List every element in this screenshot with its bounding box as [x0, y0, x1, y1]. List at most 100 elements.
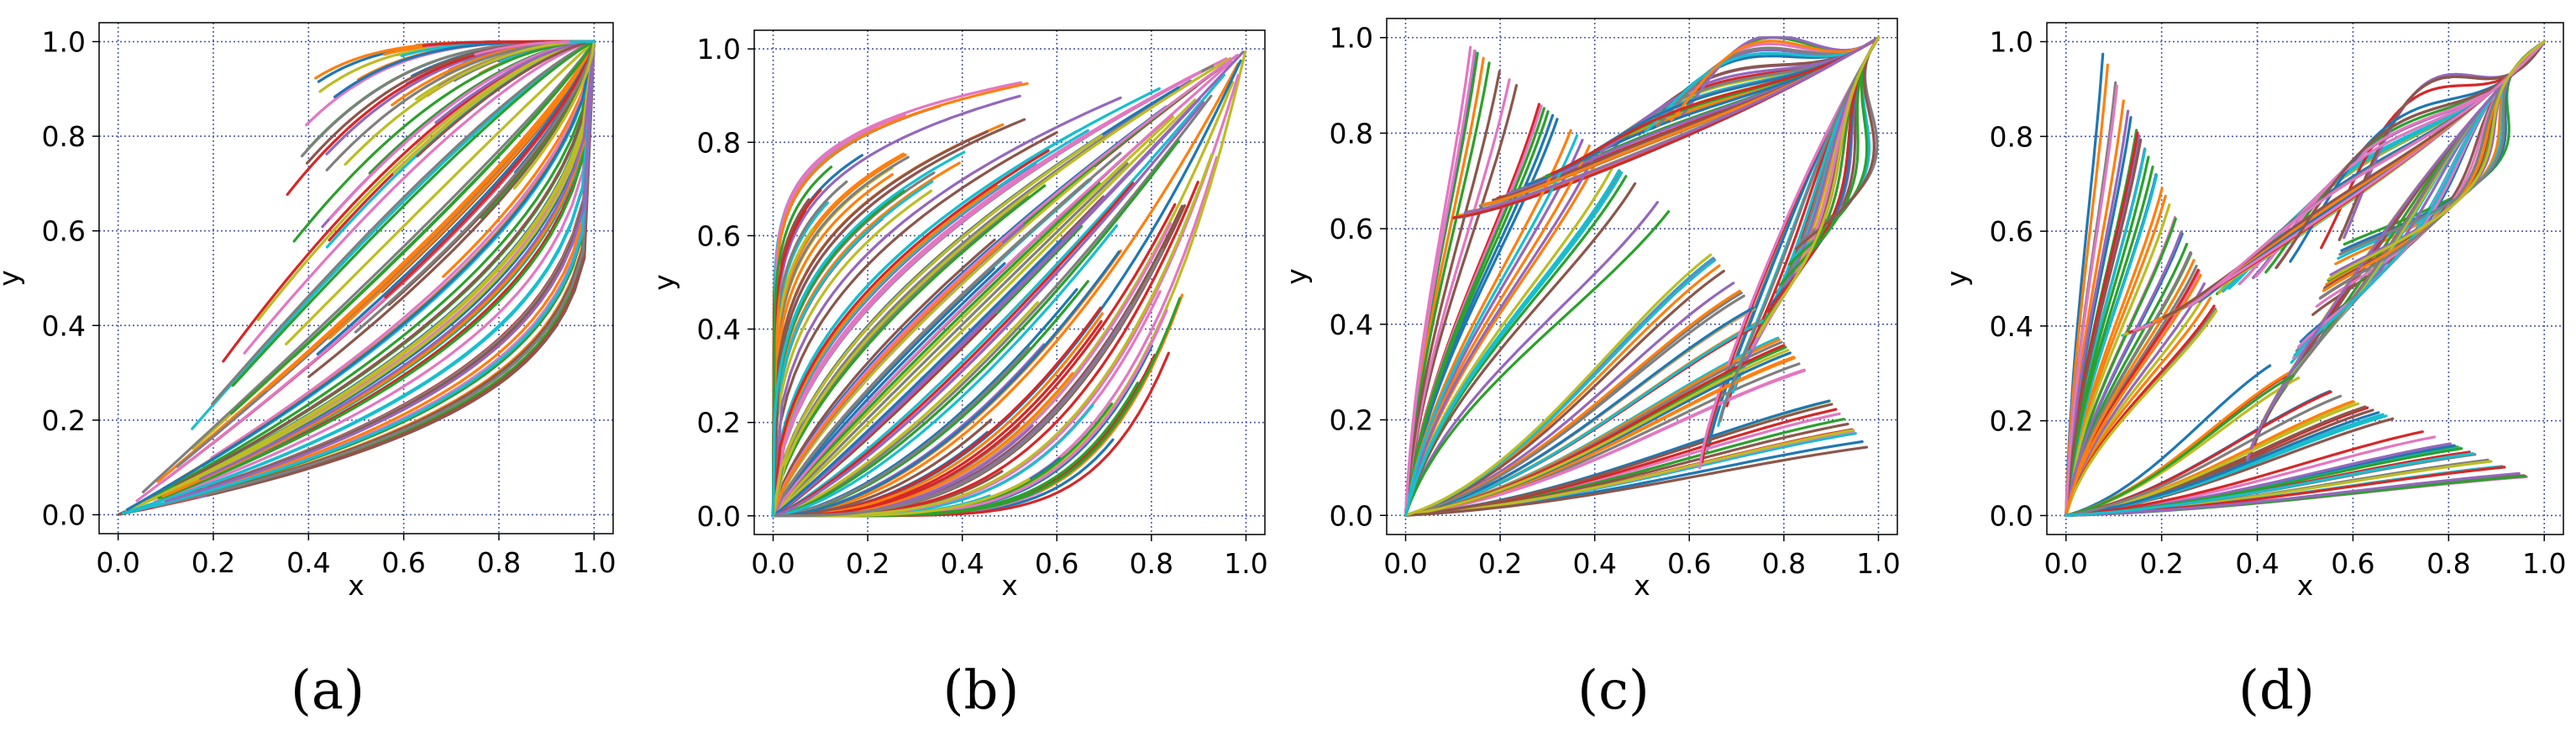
trajectory-line-b [771, 96, 1122, 518]
trajectory-line-b [771, 73, 1225, 518]
trajectory-line-b [771, 238, 996, 518]
trajectory-line-b [771, 97, 1166, 518]
trajectory-line-b [771, 149, 1050, 518]
trajectory-line-c [1644, 36, 1881, 134]
trajectory-line-a [124, 39, 595, 514]
trajectory-line-b [771, 113, 906, 518]
x-tick-label-a: 0.6 [381, 546, 425, 579]
trajectory-line-b [771, 262, 1006, 518]
x-tick-label-b: 0.0 [751, 547, 795, 580]
trajectory-line-a [164, 39, 595, 503]
trajectory-line-d [2064, 411, 2380, 517]
trajectory-line-b [771, 140, 1180, 518]
trajectory-line-c [1778, 36, 1881, 287]
y-tick-label-c: 0.6 [1330, 213, 1373, 245]
plot-frame-c [1386, 18, 1898, 535]
x-tick-label-b: 0.2 [846, 547, 889, 580]
trajectory-line-b [771, 101, 1205, 518]
trajectory-line-a [126, 39, 595, 511]
trajectory-line-b [771, 134, 1104, 518]
trajectory-line-a [285, 39, 595, 345]
y-tick-label-b: 0.2 [697, 407, 741, 440]
trajectory-line-d [2064, 430, 2424, 517]
trajectory-line-c [1403, 210, 1671, 517]
x-tick-label-a: 0.4 [286, 546, 330, 579]
trajectory-line-a [243, 39, 595, 355]
trajectory-line-b [771, 98, 1197, 518]
trajectory-line-a [156, 39, 595, 483]
x-tick-label-a: 0.0 [96, 546, 139, 579]
trajectory-line-a [206, 39, 595, 498]
trajectory-line-a [211, 39, 595, 406]
trajectory-line-c [1599, 36, 1881, 153]
trajectory-line-c [1403, 253, 1713, 517]
trajectory-line-a [121, 39, 595, 515]
trajectory-line-c [1403, 306, 1755, 517]
y-tick-label-c: 1.0 [1330, 22, 1373, 55]
trajectories-b [771, 50, 1247, 518]
y-axis-label-c: y [1280, 268, 1313, 285]
trajectory-line-b [771, 81, 1023, 518]
trajectory-line-b [771, 162, 1129, 518]
trajectory-line-d [2064, 203, 2171, 517]
trajectory-line-c [1403, 429, 1855, 517]
grid-lines-a [99, 23, 613, 534]
trajectory-line-b [771, 267, 995, 518]
y-axis-label-a: y [0, 270, 25, 287]
caption-c: (c) [1577, 660, 1650, 722]
y-tick-label-a: 0.4 [42, 309, 86, 342]
trajectory-line-a [152, 39, 595, 508]
ticks-a: 0.0 0.2 0.4 0.6 0.8 1.0 0.0 0.2 0.4 0.6 0.8 1.0 [42, 26, 616, 579]
trajectory-line-b [771, 56, 1232, 518]
x-tick-label-c: 0.6 [1667, 547, 1711, 580]
panel-c: 0.0 0.2 0.4 0.6 0.8 1.0 0.0 0.2 0.4 0.6 0.8 1.0 x y… [1280, 18, 1901, 722]
y-tick-label-a: 0.2 [42, 404, 86, 437]
plot-frame-b [753, 29, 1266, 535]
trajectory-line-a [292, 39, 595, 358]
trajectory-line-b [771, 53, 1239, 518]
trajectory-line-c [1403, 349, 1790, 517]
trajectory-line-c [1403, 70, 1501, 517]
trajectory-line-c [1403, 319, 1765, 517]
trajectory-line-a [307, 39, 595, 378]
trajectory-line-a [153, 39, 595, 503]
panel-a: 0.0 0.2 0.4 0.6 0.8 1.0 0.0 0.2 0.4 0.6 0.8 1.0 x y… [0, 22, 616, 722]
y-tick-label-d: 1.0 [1990, 26, 2033, 59]
x-tick-label-d: 0.6 [2331, 547, 2374, 580]
plot-frame-a [98, 22, 614, 535]
ticks-c: 0.0 0.2 0.4 0.6 0.8 1.0 0.0 0.2 0.4 0.6 0.8 1.0 [1330, 22, 1901, 580]
y-axis-label-b: y [648, 274, 680, 291]
trajectory-line-b [771, 209, 807, 518]
y-tick-label-a: 1.0 [42, 26, 86, 59]
y-tick-label-d: 0.8 [1990, 120, 2033, 153]
trajectory-line-b [771, 180, 848, 518]
y-tick-label-d: 0.6 [1990, 215, 2033, 248]
trajectories-d [2064, 40, 2546, 517]
y-axis-label-d: y [1940, 271, 1973, 287]
y-tick-label-a: 0.8 [42, 120, 86, 153]
trajectory-line-b [771, 189, 933, 518]
trajectory-line-a [141, 39, 595, 493]
trajectory-line-a [210, 39, 595, 460]
y-tick-label-c: 0.4 [1330, 308, 1373, 341]
trajectory-line-d [2064, 364, 2272, 517]
trajectory-line-d [2064, 452, 2474, 517]
trajectory-line-d [2064, 471, 2521, 517]
trajectory-line-d [2327, 40, 2546, 281]
trajectory-line-a [442, 39, 595, 278]
trajectory-line-b [771, 151, 1122, 518]
y-tick-label-b: 0.0 [697, 500, 741, 533]
trajectory-line-d [2064, 374, 2295, 517]
x-tick-label-b: 1.0 [1224, 547, 1267, 580]
trajectory-line-b [771, 94, 1021, 518]
trajectory-line-c [1403, 201, 1659, 517]
trajectory-line-d [2064, 230, 2183, 517]
y-tick-label-b: 1.0 [697, 33, 741, 66]
trajectory-line-b [771, 50, 1245, 518]
trajectory-line-b [771, 250, 1120, 518]
x-axis-label-c: x [1634, 569, 1650, 602]
trajectory-line-d [2064, 166, 2154, 517]
trajectory-line-c [1403, 294, 1745, 517]
trajectory-line-c [1794, 36, 1881, 250]
